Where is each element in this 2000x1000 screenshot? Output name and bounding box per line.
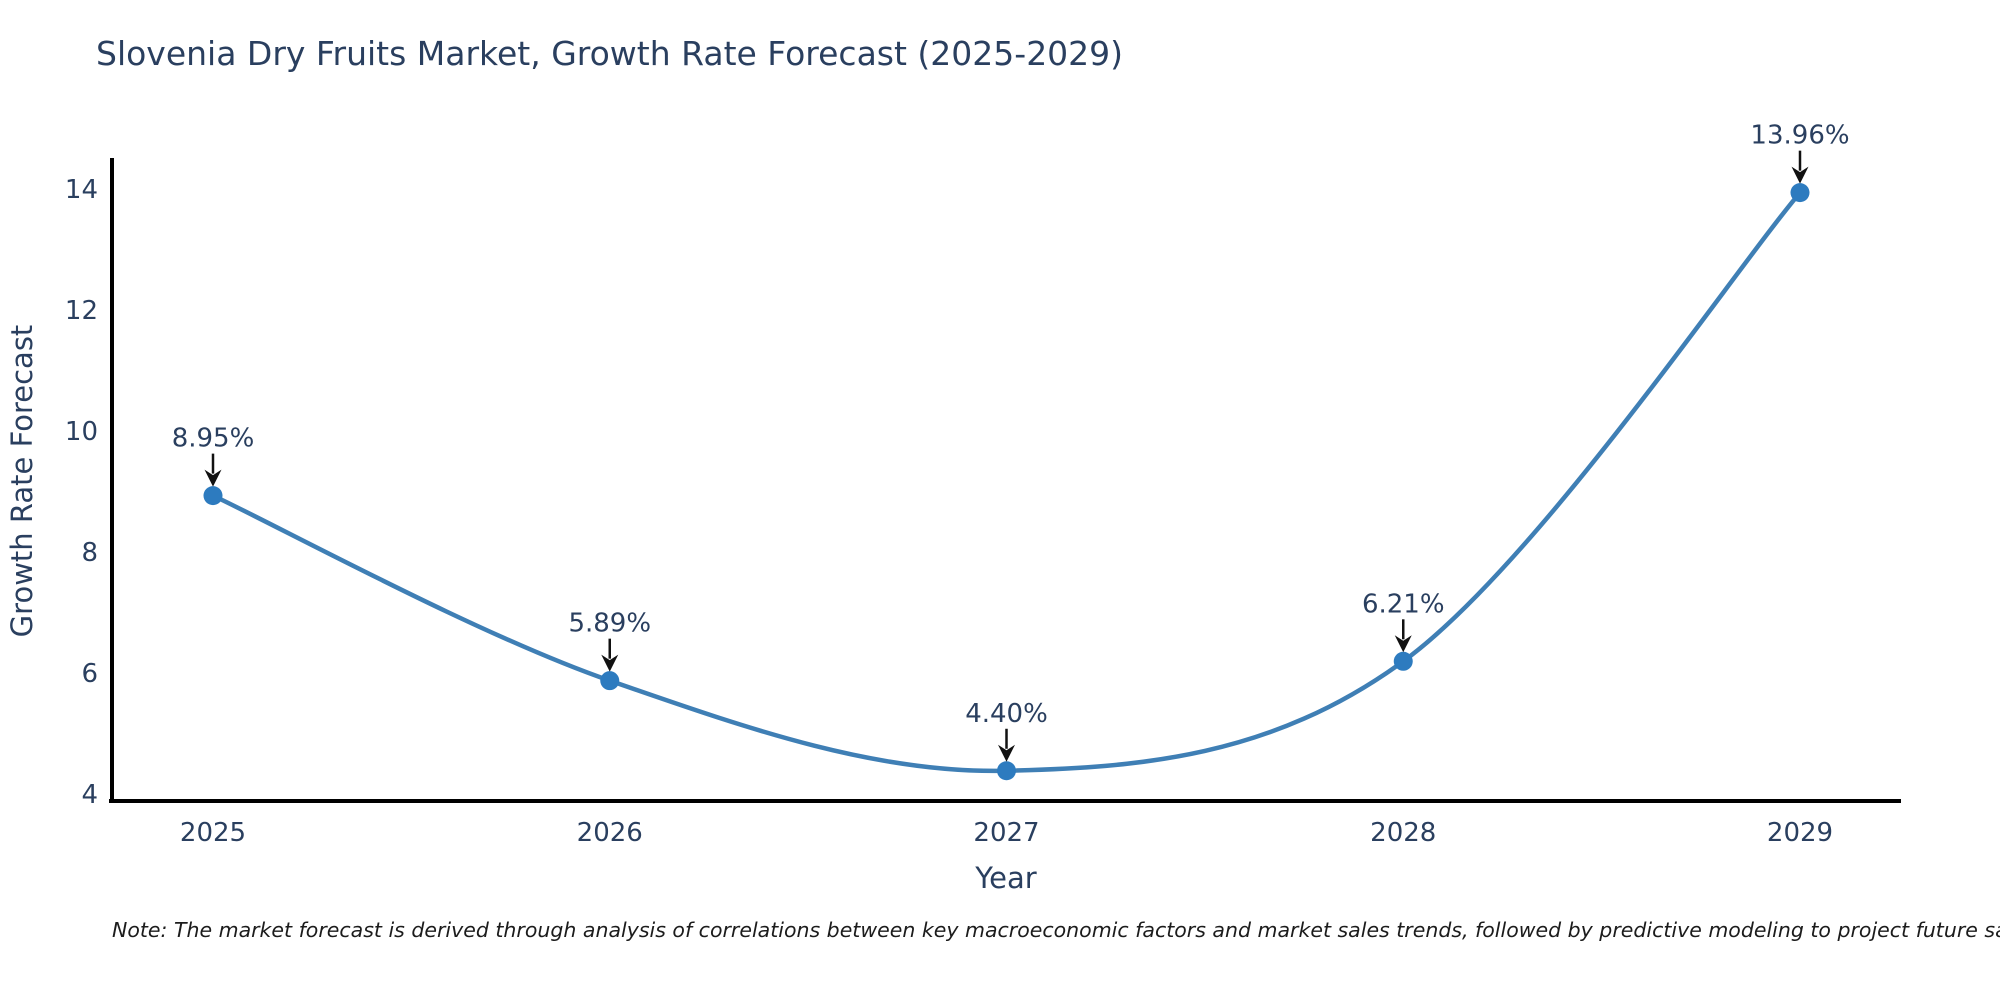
y-tick-label-12: 12 <box>65 296 98 326</box>
annotation-arrow-head-2025 <box>204 469 222 487</box>
x-tick-label-2029: 2029 <box>1767 818 1833 848</box>
annotation-label-2025: 8.95% <box>172 424 255 454</box>
data-point-2025 <box>203 486 223 506</box>
data-point-2026 <box>600 671 620 691</box>
data-point-2027 <box>997 761 1016 781</box>
annotation-arrow-head-2027 <box>998 744 1015 762</box>
y-tick-label-14: 14 <box>65 175 98 205</box>
x-axis-title: Year <box>974 861 1036 895</box>
data-point-2029 <box>1790 183 1810 203</box>
x-tick-label-2027: 2027 <box>973 818 1039 848</box>
data-point-2028 <box>1393 651 1413 671</box>
x-tick-label-2025: 2025 <box>180 818 246 848</box>
annotation-label-2028: 6.21% <box>1362 589 1445 619</box>
annotation-label-2029: 13.96% <box>1750 121 1849 151</box>
annotation-arrow-head-2028 <box>1394 635 1412 653</box>
chart-title: Slovenia Dry Fruits Market, Growth Rate … <box>96 34 1124 73</box>
y-tick-label-8: 8 <box>81 538 98 568</box>
footnote: Note: The market forecast is derived thr… <box>112 918 2000 942</box>
y-tick-label-6: 6 <box>81 659 98 689</box>
y-axis-title: Growth Rate Forecast <box>5 325 39 638</box>
annotation-label-2026: 5.89% <box>568 609 651 639</box>
y-tick-label-10: 10 <box>65 417 98 447</box>
annotation-label-2027: 4.40% <box>965 699 1048 729</box>
series-line <box>210 190 1803 774</box>
x-tick-label-2028: 2028 <box>1370 818 1436 848</box>
x-tick-label-2026: 2026 <box>577 818 643 848</box>
annotation-arrow-head-2026 <box>601 654 619 672</box>
annotation-arrow-head-2029 <box>1791 166 1809 184</box>
y-tick-label-4: 4 <box>81 780 98 810</box>
